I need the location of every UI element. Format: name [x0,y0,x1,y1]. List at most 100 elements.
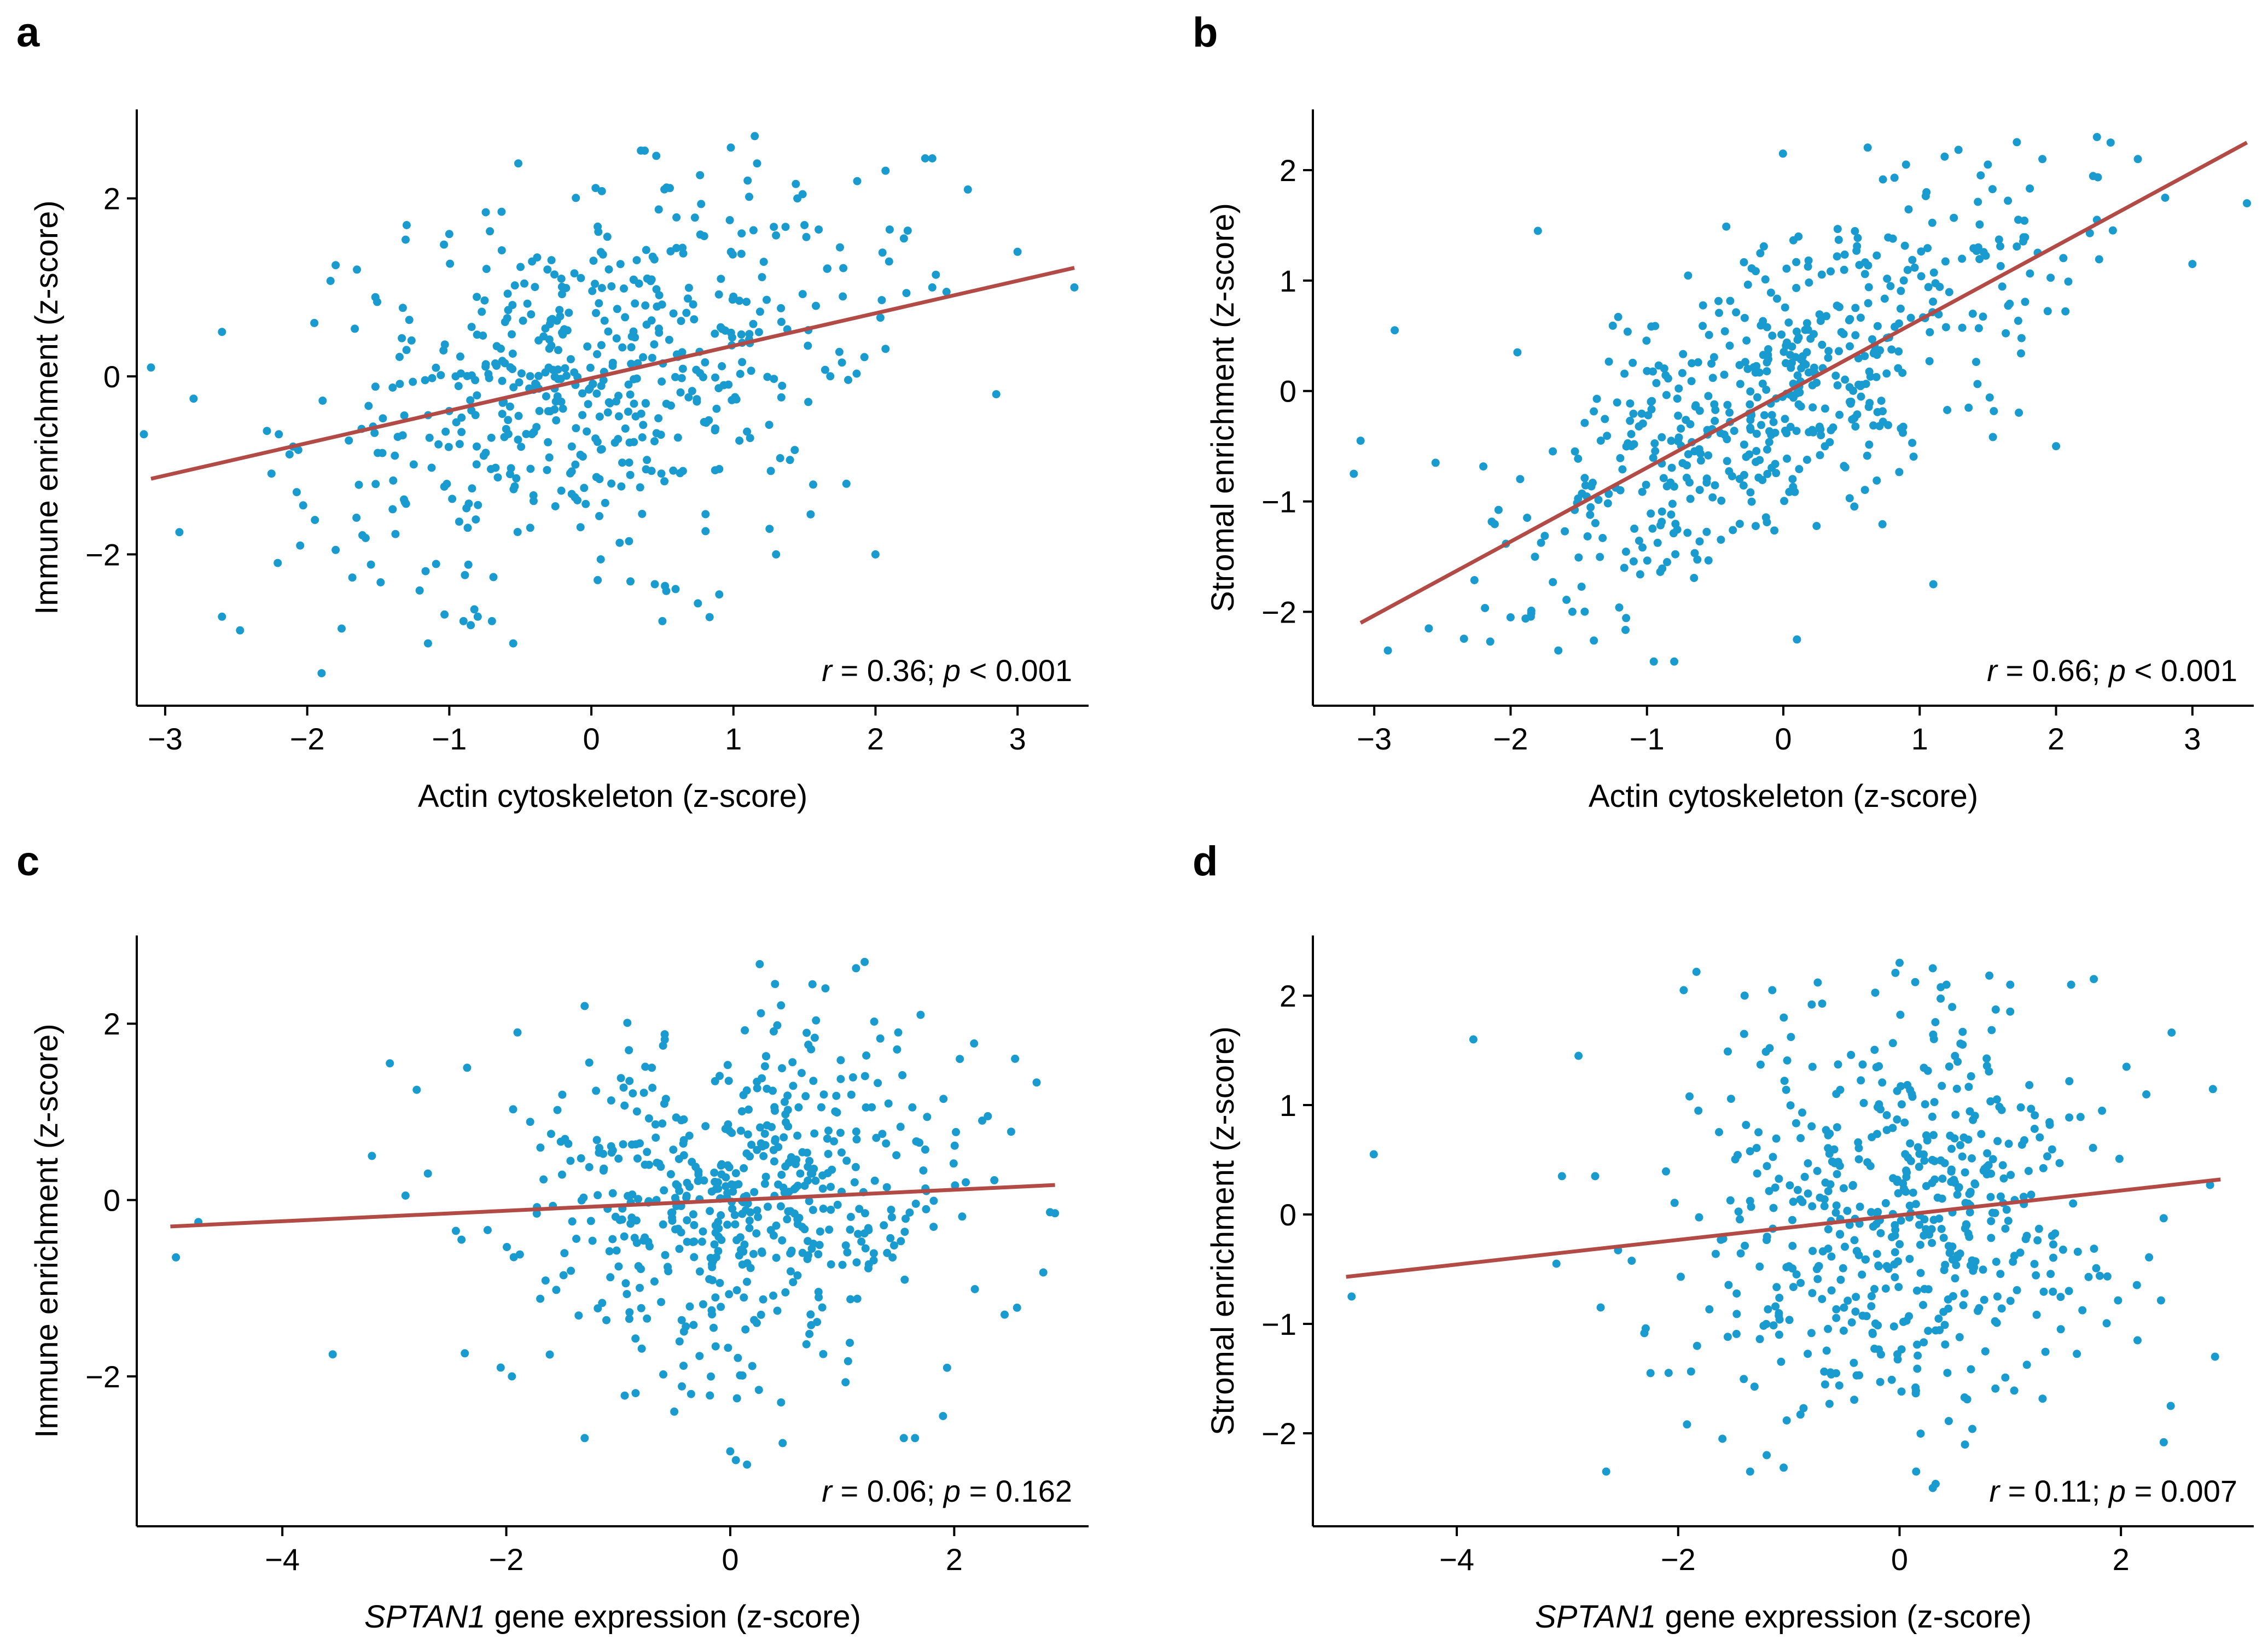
data-point [1805,428,1813,437]
data-point [872,1134,881,1142]
data-point [745,1105,753,1114]
data-point [625,1046,633,1055]
data-point [2095,255,2103,264]
data-point [1746,488,1755,497]
data-point [650,580,659,589]
data-point [836,243,844,252]
data-point [1946,1131,1955,1140]
data-point [656,431,665,439]
data-point [1968,1154,1976,1162]
data-point [808,980,817,989]
data-point [1692,968,1701,976]
data-point [1705,1305,1714,1313]
data-point [831,1107,840,1116]
data-point [556,312,565,321]
data-point [772,1253,781,1262]
data-point [758,1247,766,1256]
data-point [758,1074,766,1083]
data-point [1013,1303,1021,1312]
data-point [1732,1329,1741,1338]
data-point [1749,363,1758,371]
data-point [902,289,911,298]
data-point [765,525,774,533]
data-point [899,234,908,243]
data-point [2004,196,2013,205]
data-point [777,1001,786,1010]
data-point [559,404,567,413]
data-point [1833,252,1841,261]
data-point [885,225,894,234]
data-point [689,1210,697,1219]
data-point [1580,474,1589,483]
data-point [1690,549,1699,557]
x-tick-label: 0 [1775,722,1792,756]
data-point [715,590,724,599]
data-point [175,528,184,537]
data-point [487,433,496,442]
data-point [833,1200,842,1209]
data-point [870,1176,879,1185]
data-point [522,429,531,438]
data-point [572,194,580,202]
x-tick-label: −2 [1661,1542,1696,1577]
data-point [1070,283,1079,292]
data-point [620,1101,629,1110]
data-point [724,1344,732,1352]
data-point [848,1073,857,1082]
data-point [747,367,755,375]
data-point [770,223,778,231]
data-point [473,330,481,339]
data-point [607,282,616,290]
data-point [789,1082,798,1090]
data-point [1805,278,1813,287]
data-point [189,394,198,403]
data-point [746,1264,755,1272]
data-point [1758,476,1767,484]
data-point [472,515,480,524]
data-point [586,363,595,372]
data-point [503,289,512,298]
data-point [1592,394,1601,403]
data-point [771,1137,780,1146]
data-point [1487,518,1496,526]
data-point [970,1039,979,1048]
data-point [1613,398,1621,407]
data-point [139,430,148,439]
data-point [1763,323,1771,332]
data-point [1839,1327,1848,1335]
data-point [1677,425,1685,433]
data-point [1788,475,1797,484]
data-point [1923,244,1932,253]
data-point [839,264,848,272]
data-point [1808,1202,1817,1211]
data-point [1950,213,1958,222]
data-point [1740,991,1749,1000]
data-point [1911,1200,1920,1208]
data-point [400,411,409,420]
data-point [690,1220,699,1229]
data-point [1844,1297,1852,1305]
data-point [1859,1098,1868,1107]
data-point [1759,317,1767,325]
data-point [658,300,666,309]
data-point [1481,604,1490,612]
data-point [1991,1384,2000,1393]
data-point [592,473,601,481]
data-point [754,1386,763,1394]
data-point [1787,1033,1795,1042]
data-point [1863,451,1871,460]
stat-r-label: r [1987,653,1998,688]
data-point [484,370,493,379]
data-point [864,1264,873,1272]
data-point [929,1223,938,1231]
data-point [660,477,669,486]
data-point [2032,1310,2041,1319]
data-point [1872,373,1881,381]
data-point [1961,1168,1969,1177]
data-point [711,329,719,338]
data-point [1960,1289,1969,1298]
data-point [2206,1181,2214,1189]
data-point [625,1315,633,1323]
data-point [2093,173,2102,182]
data-point [1837,328,1846,336]
